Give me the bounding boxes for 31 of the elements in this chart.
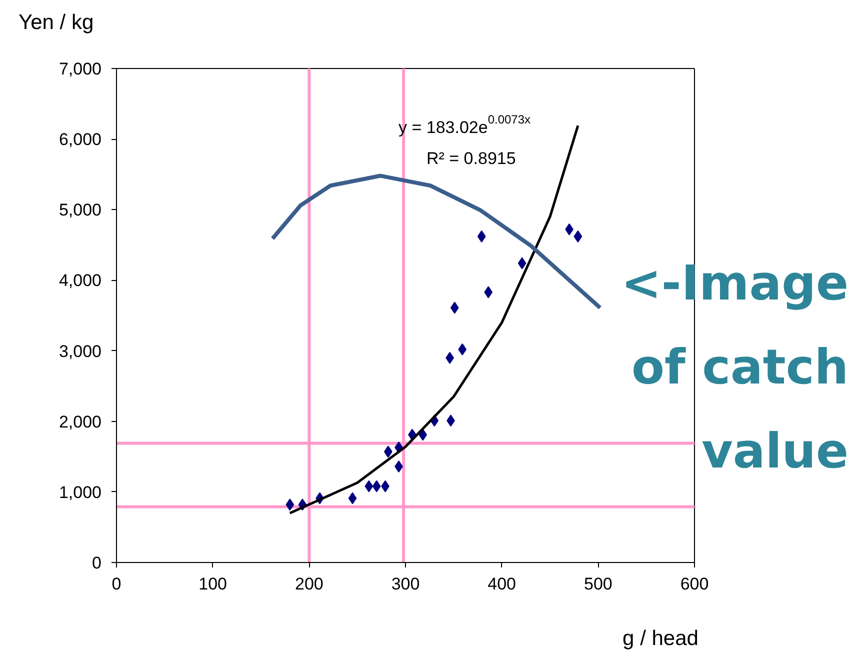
y-tick-label: 3,000	[58, 342, 102, 361]
y-tick-label: 6,000	[58, 130, 102, 150]
annotation: R² = 0.8915	[426, 149, 516, 168]
point	[450, 302, 459, 314]
x-tick-label: 200	[294, 574, 324, 594]
y-tick-label: 7,000	[58, 60, 102, 78]
point	[384, 446, 392, 458]
y-tick-label: 5,000	[58, 200, 102, 220]
x-tick-label: 300	[391, 574, 420, 594]
point	[286, 498, 294, 511]
point	[477, 230, 486, 242]
x-tick-label: 500	[584, 574, 612, 594]
x-tick-label: 400	[488, 574, 516, 594]
point	[518, 257, 526, 270]
point	[372, 480, 381, 492]
x-tick-label: 0	[112, 574, 122, 594]
line-series	[270, 174, 602, 310]
point	[418, 428, 428, 441]
y-tick-label: 1,000	[58, 482, 102, 502]
y-tick-label: 2,000	[58, 412, 102, 432]
point	[484, 286, 493, 298]
y-tick-label: 4,000	[58, 271, 102, 290]
point	[364, 480, 374, 492]
point	[574, 230, 582, 242]
point	[458, 343, 467, 356]
point	[348, 492, 357, 504]
y-tick-label: 0	[92, 554, 102, 572]
y-axis-title: Yen / kg	[18, 11, 94, 34]
x-tick-label: 100	[198, 574, 228, 594]
x-axis-title: g / head	[622, 627, 698, 650]
x-tick-label: 600	[680, 574, 709, 594]
